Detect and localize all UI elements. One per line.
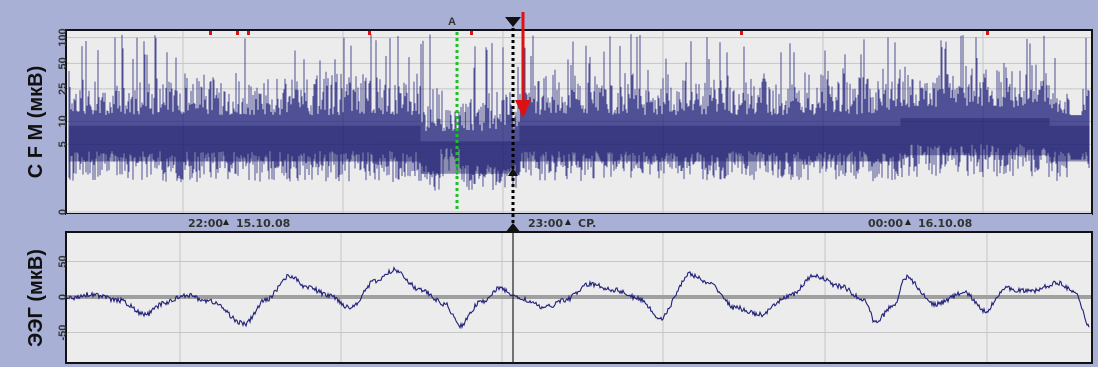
cfm-event-mark xyxy=(740,31,743,35)
time-axis: 22:00 15.10.08 23:00 CP. 00:00 16.10.08 xyxy=(66,214,1092,230)
time-axis-strip xyxy=(66,214,1092,230)
cfm-y-tick-label: 50 xyxy=(57,57,69,69)
cfm-y-tick-label: 100 xyxy=(57,28,69,46)
eeg-panel: ЭЭГ (мкВ) 50 0 -50 xyxy=(25,231,1093,364)
time-tick-icon xyxy=(905,219,911,225)
eeg-y-tick-label: 50 xyxy=(57,255,69,267)
eeg-y-tick-label: 0 xyxy=(57,294,69,300)
cfm-event-marks xyxy=(209,31,989,35)
cfm-event-mark xyxy=(470,31,473,35)
marker-a-label: A xyxy=(448,16,456,28)
cfm-y-tick-label: 5 xyxy=(57,141,69,147)
time-tick-icon xyxy=(223,219,229,225)
time-label: 00:00 xyxy=(868,217,903,230)
date-label: 16.10.08 xyxy=(918,217,972,230)
date-label: 15.10.08 xyxy=(236,217,290,230)
eeg-trace xyxy=(66,266,1090,330)
cfm-trace-core xyxy=(68,118,1090,174)
cfm-event-mark xyxy=(986,31,989,35)
cfm-event-mark xyxy=(247,31,250,35)
cfm-y-axis-label: C F M (мкВ) xyxy=(25,66,47,179)
cursor-mid-arrow xyxy=(508,168,518,176)
red-arrow-head xyxy=(515,100,531,118)
cursor-top-handle[interactable] xyxy=(505,17,521,27)
cursor-bottom-handle[interactable] xyxy=(505,223,521,233)
cfm-y-tick-label: 0 xyxy=(57,209,69,215)
time-label: 22:00 xyxy=(188,217,223,230)
cfm-trace xyxy=(68,34,1090,191)
cfm-event-mark xyxy=(368,31,371,35)
date-label: CP. xyxy=(578,217,596,230)
time-tick-icon xyxy=(565,219,571,225)
eeg-y-tick-label: -50 xyxy=(57,325,69,341)
cfm-y-ticks: 0 5 10 25 50 100 xyxy=(57,28,69,215)
eeg-y-axis-label: ЭЭГ (мкВ) xyxy=(25,249,47,347)
time-label: 23:00 xyxy=(528,217,563,230)
eeg-y-ticks: 50 0 -50 xyxy=(57,255,69,340)
cfm-panel: C F M (мкВ) 0 5 10 25 50 100 xyxy=(25,28,1093,215)
cfm-event-mark xyxy=(209,31,212,35)
cfm-y-tick-label: 10 xyxy=(57,115,69,127)
time-labels: 22:00 15.10.08 23:00 CP. 00:00 16.10.08 xyxy=(188,217,972,230)
cfm-event-mark xyxy=(236,31,239,35)
cfm-y-tick-label: 25 xyxy=(57,83,69,95)
